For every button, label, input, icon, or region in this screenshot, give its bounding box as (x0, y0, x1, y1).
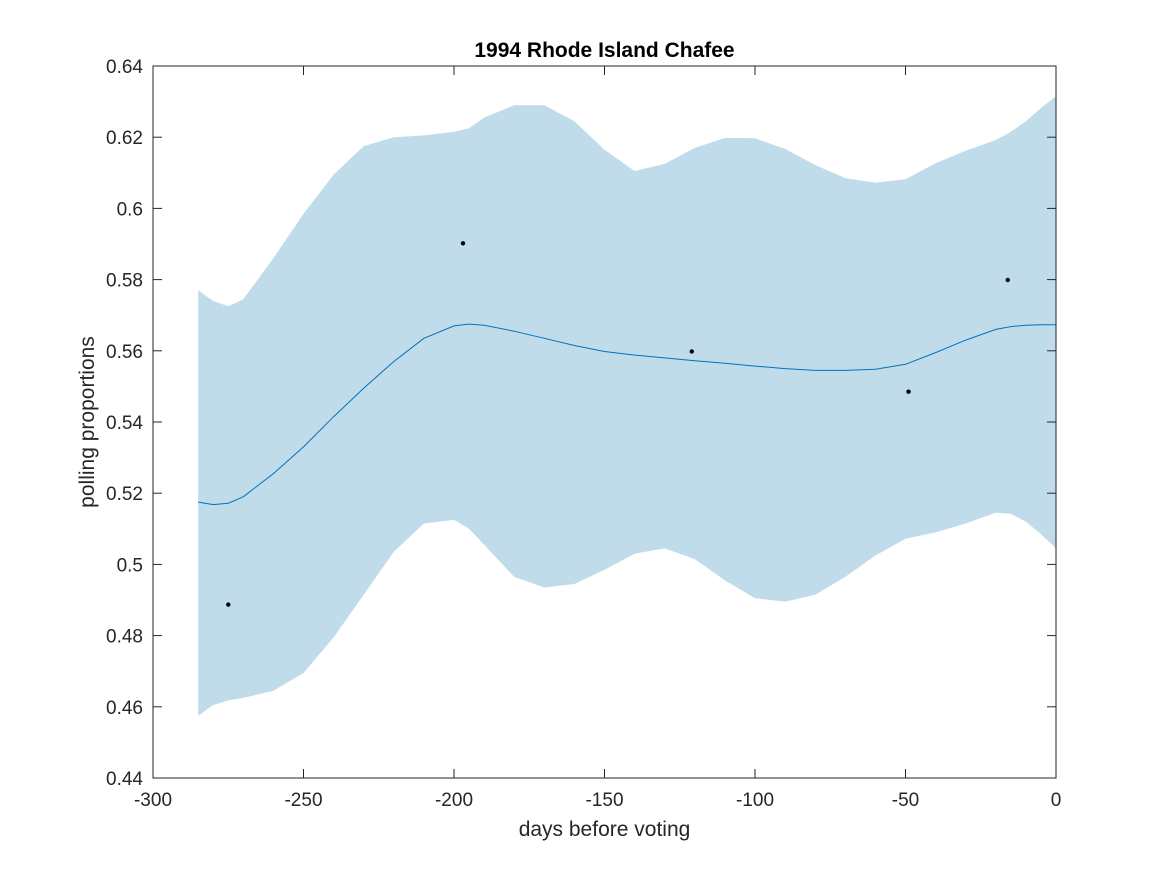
data-point (689, 349, 694, 354)
y-tick-label: 0.48 (106, 627, 143, 648)
y-tick-label: 0.54 (106, 413, 143, 434)
y-tick-label: 0.44 (106, 769, 143, 790)
confidence-band (198, 96, 1056, 716)
confidence-band-layer (198, 96, 1056, 716)
data-point (906, 389, 911, 394)
y-axis-label: polling proportions (76, 336, 99, 508)
chart-title: 1994 Rhode Island Chafee (474, 39, 734, 62)
y-tick-label: 0.58 (106, 271, 143, 292)
y-tick-label: 0.46 (106, 698, 143, 719)
mean-line-layer (198, 323, 1056, 506)
y-tick-label: 0.62 (106, 128, 143, 149)
data-point (1005, 277, 1010, 283)
y-tick-label: 0.6 (117, 199, 143, 220)
x-tick-label: -50 (892, 790, 919, 811)
y-tick-label: 0.64 (106, 57, 143, 78)
x-axis-label: days before voting (519, 818, 691, 841)
x-tick-label: 0 (1051, 790, 1062, 811)
ticks-layer: -300 -250 -200 -150 -100 -50 0 0.44 0.46 0.48 0.5 0… (106, 57, 1061, 811)
data-point (226, 602, 231, 607)
y-tick-label: 0.52 (106, 484, 143, 505)
data-point (460, 241, 466, 246)
x-tick-label: -100 (736, 790, 774, 811)
data-points-layer (226, 241, 1010, 607)
y-tick-label: 0.5 (117, 555, 143, 576)
y-tick-label: 0.56 (106, 342, 143, 363)
mean-line (198, 323, 1056, 506)
x-tick-label: -150 (585, 790, 623, 811)
x-tick-label: -300 (134, 790, 172, 811)
x-tick-label: -250 (284, 790, 322, 811)
x-tick-label: -200 (435, 790, 473, 811)
